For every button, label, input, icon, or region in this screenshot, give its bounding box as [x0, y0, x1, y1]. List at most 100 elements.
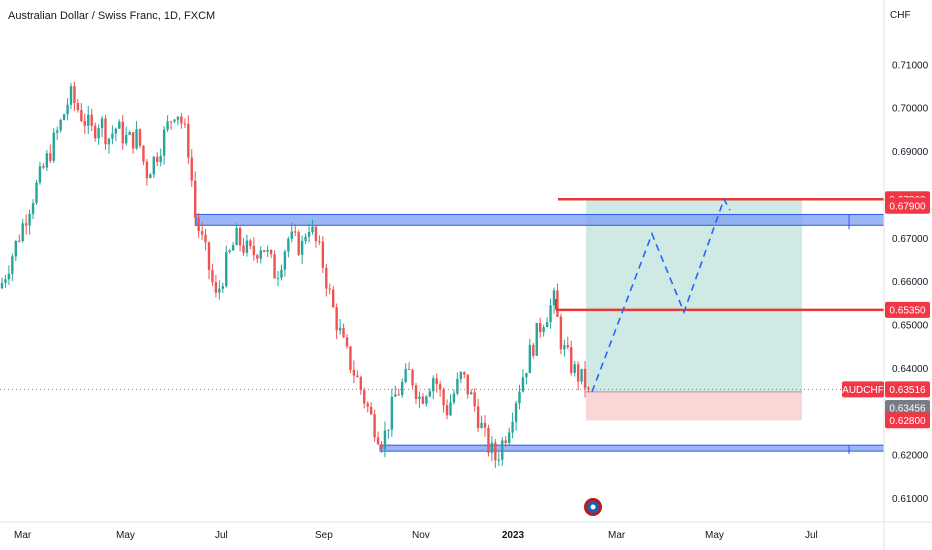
candle-body — [238, 228, 242, 246]
price-tick-label: 0.64000 — [892, 364, 929, 375]
candle-body — [552, 290, 556, 306]
candle-body — [225, 251, 228, 287]
candle-body — [580, 368, 583, 382]
candle-body — [487, 427, 490, 453]
candle-body — [21, 223, 24, 242]
candle-body — [480, 422, 483, 428]
candle-body — [49, 153, 52, 161]
zone-box — [379, 444, 885, 452]
projection-line — [591, 197, 731, 393]
candle-body — [138, 129, 142, 146]
candle-body — [152, 156, 155, 175]
price-axis[interactable]: 0.71000 0.70000 0.69000 0.67000 0.66000 0.650… — [883, 0, 929, 550]
chart-title: Australian Dollar / Swiss Franc, 1D, FXC… — [8, 10, 216, 22]
candle-body — [387, 429, 390, 431]
price-levels[interactable] — [555, 198, 884, 312]
candle-body — [280, 269, 283, 278]
candle-body — [528, 344, 532, 374]
candle-body — [131, 132, 135, 149]
price-label-bg — [885, 412, 930, 429]
time-axis[interactable]: Mar May Jul Sep Nov 2023 Mar May Jul — [0, 521, 932, 541]
candle-body — [145, 161, 149, 179]
candle-body — [121, 121, 124, 144]
candle-body — [497, 459, 500, 461]
candle-body — [345, 337, 349, 347]
candle-body — [563, 345, 566, 350]
candle-body — [356, 375, 359, 378]
candle-body — [97, 128, 100, 139]
candle-body — [359, 377, 362, 391]
candle-body — [235, 228, 238, 246]
candle-body — [11, 256, 14, 274]
candle-body — [276, 277, 280, 279]
candle-body — [407, 368, 411, 370]
price-label-bg — [885, 301, 930, 318]
candle-body — [442, 389, 445, 406]
price-tick-label: 0.69000 — [892, 147, 929, 158]
candle-body — [587, 388, 590, 390]
candle-body — [142, 145, 145, 162]
candle-body — [56, 130, 59, 133]
candle-body — [93, 125, 97, 139]
candle-body — [128, 132, 131, 135]
price-label-bg — [885, 399, 930, 416]
price-label-bg — [842, 381, 884, 398]
candle-body — [325, 267, 328, 289]
candle-body — [28, 213, 31, 226]
candle-body — [187, 123, 190, 158]
candle-body — [304, 236, 307, 241]
price-tick-label: 0.70000 — [892, 104, 929, 115]
position-tool[interactable] — [586, 199, 802, 421]
candle-body — [266, 250, 269, 252]
candle-body — [549, 305, 552, 323]
candle-body — [176, 116, 180, 120]
candle-body — [514, 403, 518, 422]
candle-body — [438, 384, 442, 390]
candle-body — [90, 114, 93, 126]
candle-body — [197, 217, 200, 232]
candle-body — [366, 403, 369, 407]
candle-body — [87, 114, 90, 126]
candle-body — [380, 444, 383, 449]
candle-body — [507, 432, 511, 443]
candle-body — [190, 157, 193, 181]
candle-body — [476, 406, 480, 428]
candle-body — [0, 282, 4, 289]
candle-body — [207, 242, 211, 271]
candle-body — [318, 241, 321, 243]
candlestick-series — [0, 81, 590, 468]
projection-path[interactable] — [0, 197, 884, 393]
candle-body — [107, 138, 111, 145]
candle-body — [401, 382, 404, 396]
candle-body — [214, 282, 218, 293]
candle-body — [576, 364, 580, 382]
candle-body — [338, 327, 342, 331]
candle-body — [204, 234, 207, 243]
candle-body — [307, 232, 311, 237]
price-tick-label: 0.71000 — [892, 60, 929, 71]
candle-body — [314, 226, 318, 242]
candle-body — [83, 121, 86, 126]
candle-body — [162, 129, 166, 156]
candle-body — [383, 430, 387, 449]
time-tick-label: 2023 — [502, 530, 525, 541]
candle-body — [390, 396, 394, 430]
candle-body — [183, 123, 187, 125]
candle-body — [539, 323, 542, 333]
price-tick-label: 0.67000 — [892, 234, 929, 245]
candle-body — [428, 391, 431, 397]
candle-body — [69, 86, 73, 105]
candle-body — [570, 347, 573, 373]
candle-body — [263, 250, 266, 252]
candle-body — [421, 396, 425, 404]
candle-body — [459, 372, 463, 379]
candle-body — [294, 231, 297, 233]
price-label-text: 0.63516 — [889, 385, 926, 396]
candle-body — [490, 442, 494, 453]
candle-body — [156, 156, 159, 163]
candle-body — [252, 246, 256, 256]
time-tick-label: Jul — [805, 530, 818, 541]
candle-body — [283, 251, 287, 270]
